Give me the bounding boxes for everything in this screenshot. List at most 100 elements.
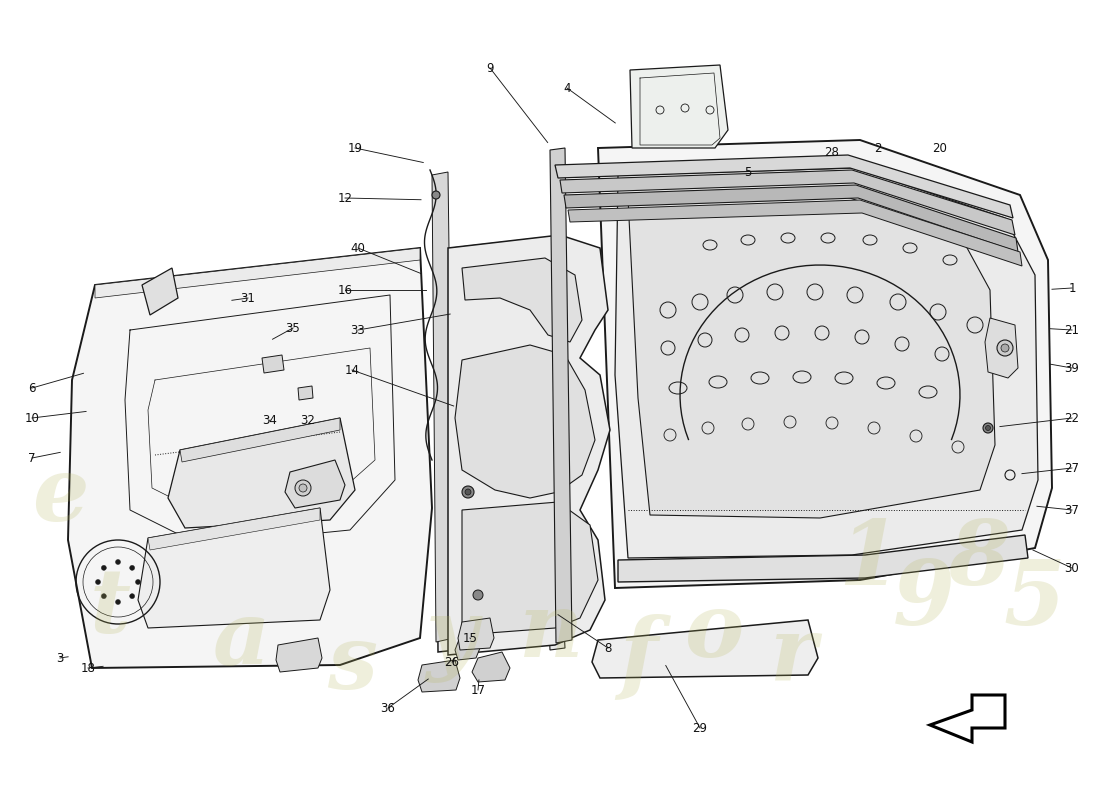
Circle shape [432, 191, 440, 199]
Polygon shape [630, 65, 728, 148]
Circle shape [116, 599, 121, 605]
Text: 29: 29 [693, 722, 707, 734]
Text: 20: 20 [933, 142, 947, 154]
Text: s: s [327, 621, 377, 707]
Polygon shape [436, 291, 450, 621]
Polygon shape [568, 200, 1022, 266]
Text: 4: 4 [563, 82, 571, 94]
Text: 10: 10 [24, 411, 40, 425]
Circle shape [986, 426, 990, 430]
Text: 14: 14 [344, 363, 360, 377]
Polygon shape [462, 502, 598, 635]
Circle shape [465, 489, 471, 495]
Circle shape [997, 340, 1013, 356]
Text: 6: 6 [29, 382, 35, 394]
Text: 31: 31 [241, 291, 255, 305]
Polygon shape [432, 172, 454, 642]
Polygon shape [615, 168, 1038, 558]
Text: 9: 9 [486, 62, 494, 74]
Polygon shape [472, 652, 510, 682]
Text: 37: 37 [1065, 503, 1079, 517]
Text: 26: 26 [444, 655, 460, 669]
Text: f: f [619, 613, 657, 699]
Polygon shape [618, 535, 1028, 582]
Circle shape [116, 559, 121, 565]
Text: 30: 30 [1065, 562, 1079, 574]
Text: 28: 28 [825, 146, 839, 158]
Polygon shape [418, 660, 460, 692]
Text: y: y [426, 597, 476, 683]
Polygon shape [598, 140, 1052, 588]
Text: 1: 1 [1068, 282, 1076, 294]
Polygon shape [564, 185, 1018, 252]
Polygon shape [138, 508, 330, 628]
Polygon shape [550, 148, 572, 643]
Text: 8: 8 [948, 517, 1010, 603]
Polygon shape [285, 460, 345, 508]
Text: 12: 12 [338, 191, 352, 205]
Text: 5: 5 [745, 166, 751, 178]
Text: 8: 8 [604, 642, 612, 654]
Polygon shape [180, 418, 340, 462]
Polygon shape [68, 248, 432, 668]
Text: r: r [769, 613, 815, 699]
Polygon shape [546, 560, 565, 650]
Text: 27: 27 [1065, 462, 1079, 474]
Text: e: e [32, 453, 89, 539]
Text: a: a [213, 597, 271, 683]
Circle shape [130, 594, 134, 598]
Circle shape [299, 484, 307, 492]
Text: 32: 32 [300, 414, 316, 426]
Polygon shape [458, 618, 494, 650]
Polygon shape [628, 188, 996, 518]
Circle shape [295, 480, 311, 496]
Polygon shape [455, 345, 595, 498]
Polygon shape [448, 235, 611, 655]
Text: 2: 2 [874, 142, 882, 154]
Text: 17: 17 [471, 683, 485, 697]
Polygon shape [434, 238, 548, 652]
Circle shape [135, 579, 141, 585]
Text: 39: 39 [1065, 362, 1079, 374]
Circle shape [130, 566, 134, 570]
Circle shape [96, 579, 100, 585]
Text: t: t [89, 565, 131, 651]
Text: 15: 15 [463, 631, 477, 645]
Polygon shape [556, 155, 1013, 218]
Polygon shape [560, 170, 1015, 235]
Polygon shape [592, 620, 818, 678]
Polygon shape [462, 258, 582, 342]
Text: o: o [685, 589, 745, 675]
Text: 7: 7 [29, 451, 35, 465]
Text: 36: 36 [381, 702, 395, 714]
Polygon shape [168, 418, 355, 528]
Circle shape [983, 423, 993, 433]
Text: 9: 9 [893, 557, 955, 643]
Circle shape [101, 566, 107, 570]
Text: 21: 21 [1065, 323, 1079, 337]
Text: 19: 19 [348, 142, 363, 154]
Circle shape [1001, 344, 1009, 352]
Polygon shape [984, 318, 1018, 378]
Text: 35: 35 [286, 322, 300, 334]
Circle shape [101, 594, 107, 598]
Text: 18: 18 [80, 662, 96, 674]
Polygon shape [262, 355, 284, 373]
Text: 3: 3 [56, 651, 64, 665]
Circle shape [462, 486, 474, 498]
Text: 40: 40 [351, 242, 365, 254]
Polygon shape [95, 248, 420, 298]
Text: 34: 34 [263, 414, 277, 426]
Text: 1: 1 [838, 517, 900, 603]
Text: n: n [518, 589, 582, 675]
Polygon shape [930, 695, 1005, 742]
Polygon shape [142, 268, 178, 315]
Polygon shape [455, 634, 480, 660]
Text: 22: 22 [1065, 411, 1079, 425]
Polygon shape [276, 638, 322, 672]
Text: 33: 33 [351, 323, 365, 337]
Polygon shape [148, 508, 320, 550]
Circle shape [473, 590, 483, 600]
Text: 16: 16 [338, 283, 352, 297]
Text: 5: 5 [1003, 557, 1065, 643]
